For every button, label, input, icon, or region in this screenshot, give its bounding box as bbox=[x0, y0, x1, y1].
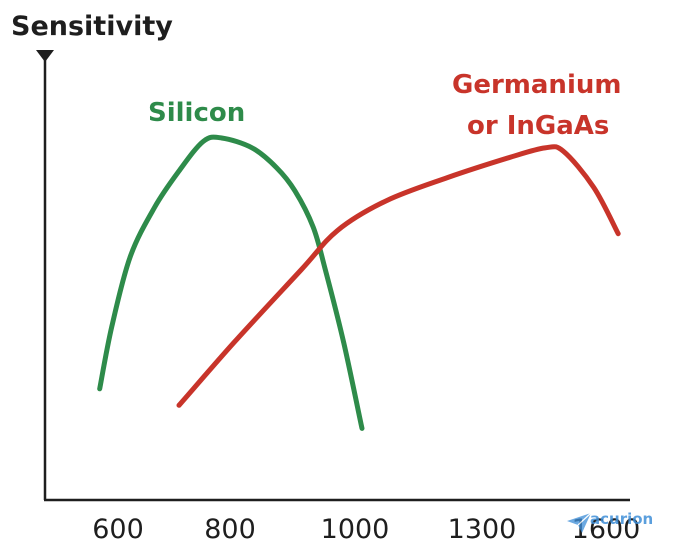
germanium-label-line1: Germanium bbox=[452, 70, 621, 100]
x-tick-label: 800 bbox=[204, 514, 256, 545]
x-tick-label: 1000 bbox=[321, 514, 390, 545]
y-axis-arrow-icon bbox=[36, 50, 54, 62]
silicon-label: Silicon bbox=[148, 98, 245, 128]
series-line-silicon bbox=[97, 134, 365, 431]
watermark-text: acurion bbox=[590, 510, 654, 528]
series-layer bbox=[97, 134, 621, 431]
watermark: acurion bbox=[566, 508, 666, 538]
x-tick-label: 1300 bbox=[448, 514, 517, 545]
paper-plane-icon bbox=[567, 512, 592, 533]
x-tick-label: 600 bbox=[92, 514, 144, 545]
y-axis-title: Sensitivity bbox=[11, 11, 173, 42]
x-tick-labels: 600 800 1000 1300 1600 bbox=[92, 514, 640, 545]
series-line-germanium bbox=[176, 144, 621, 408]
germanium-label-line2: or InGaAs bbox=[467, 111, 609, 141]
